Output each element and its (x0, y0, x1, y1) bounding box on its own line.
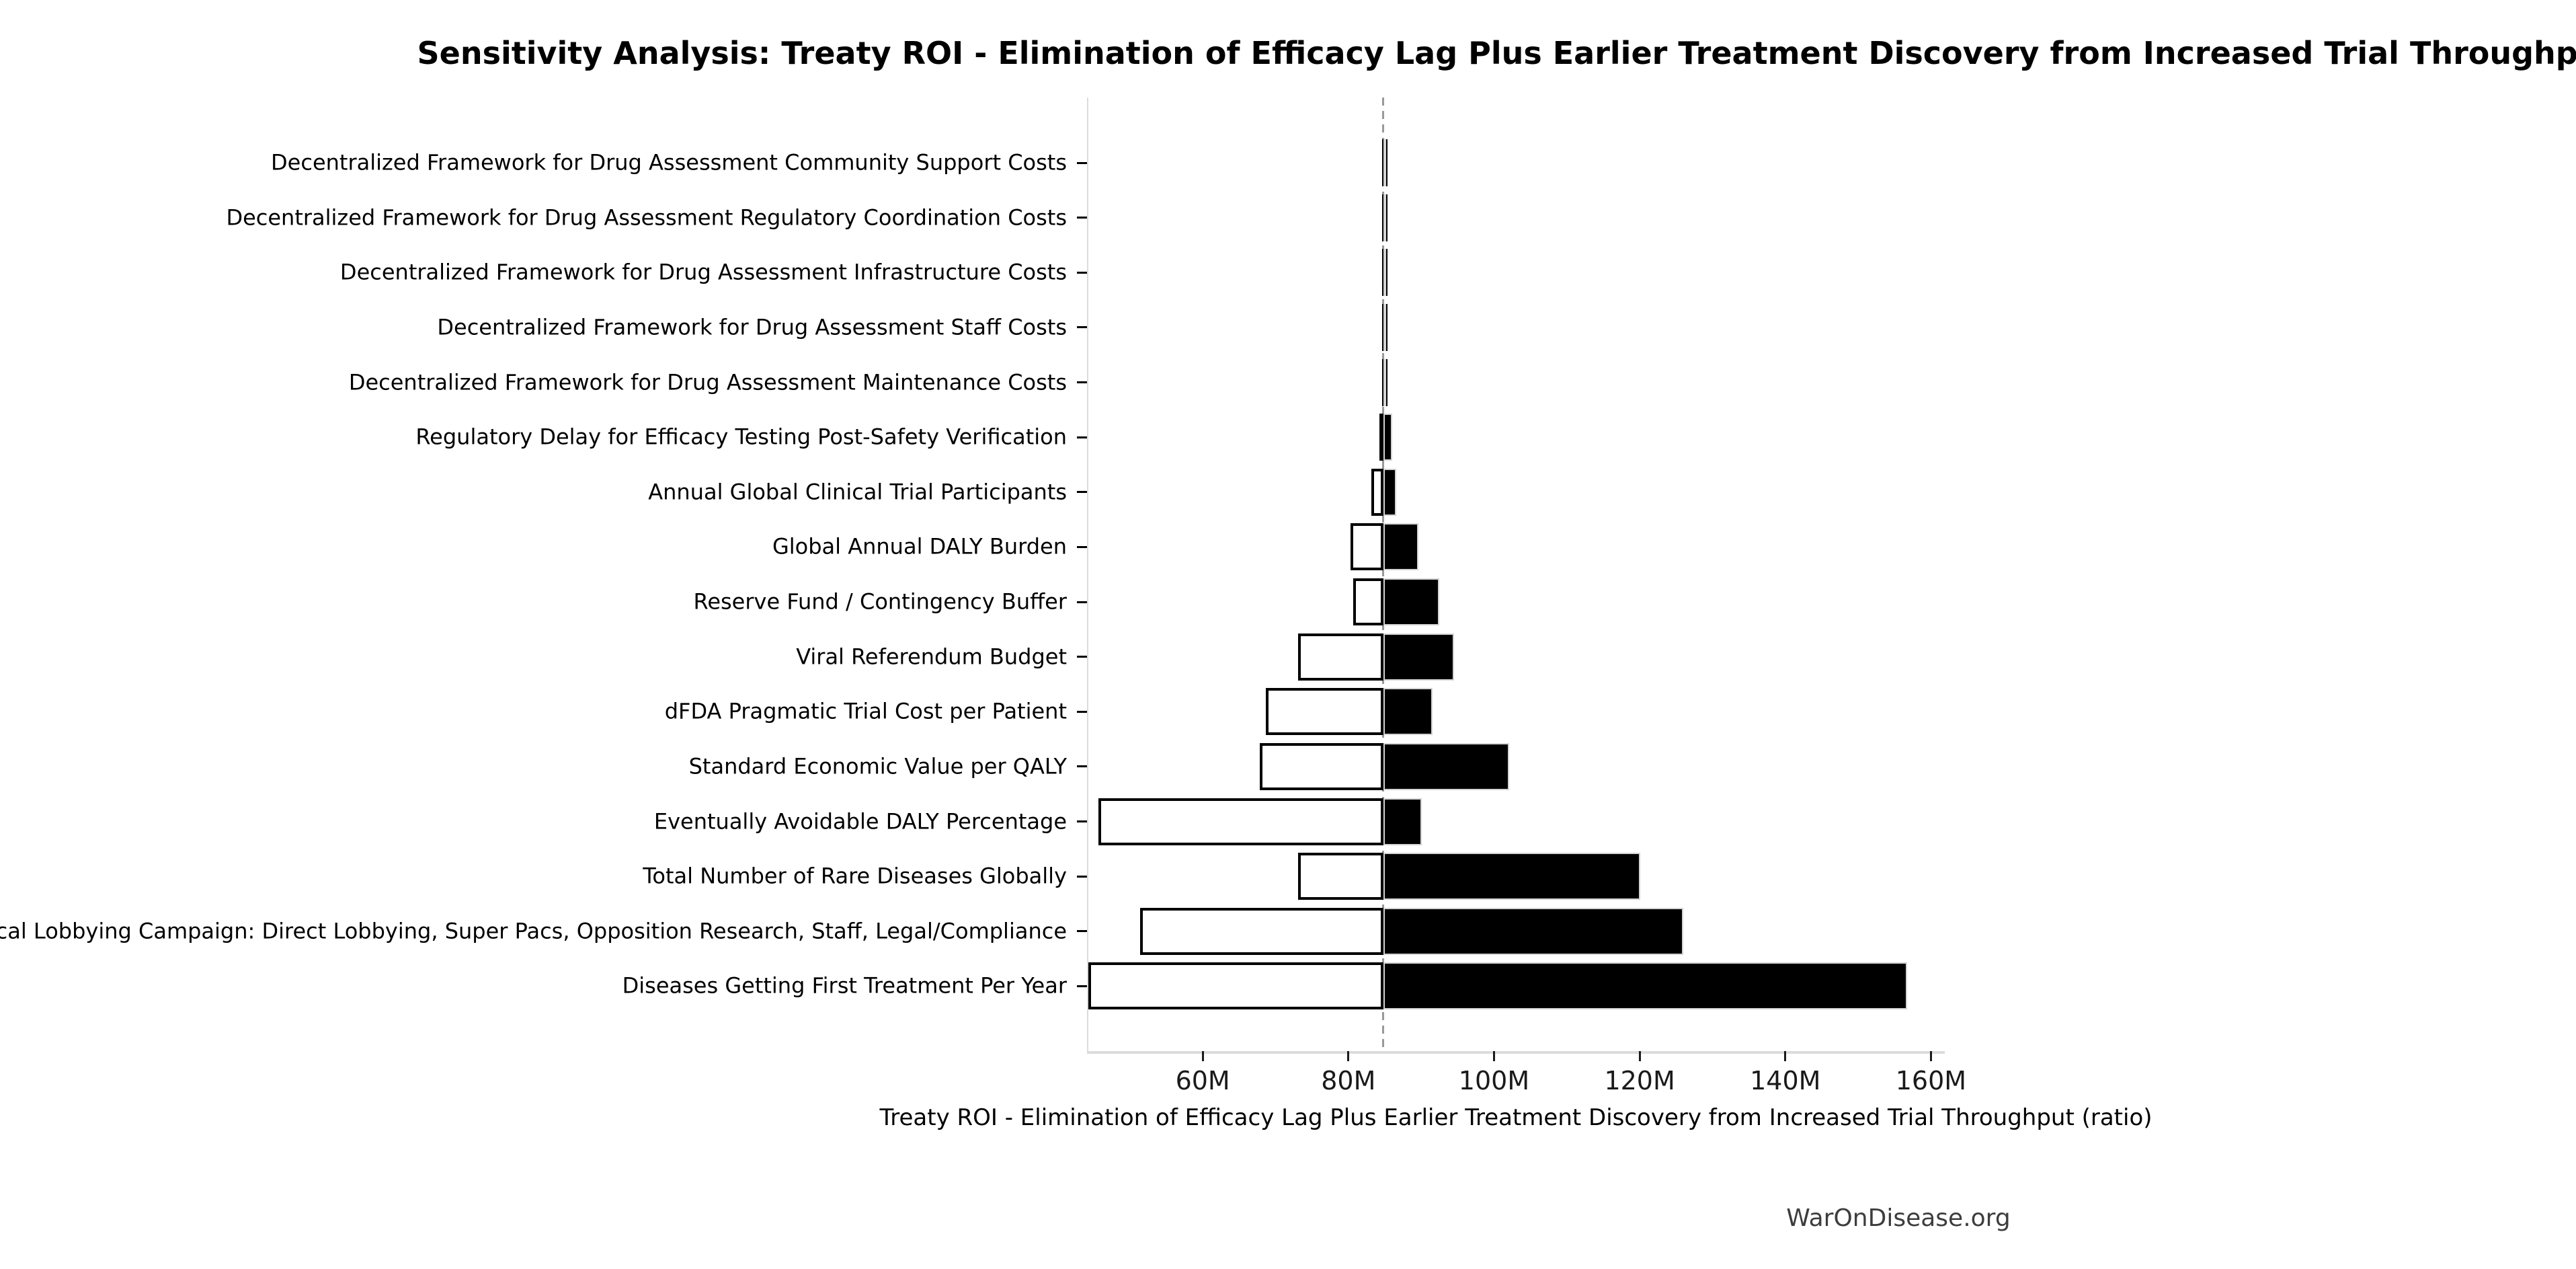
y-axis-label: Annual Global Clinical Trial Participant… (648, 479, 1067, 505)
x-tick-label: 120M (1604, 1066, 1675, 1095)
x-tick-label: 60M (1175, 1066, 1230, 1095)
y-tick-mark (1077, 710, 1087, 713)
y-axis-label: Viral Referendum Budget (796, 644, 1067, 670)
watermark-text: WarOnDisease.org (1786, 1204, 2011, 1232)
y-axis-label: Diseases Getting First Treatment Per Yea… (622, 972, 1067, 999)
x-tick-label: 160M (1895, 1066, 1967, 1095)
bar-low-segment (1259, 742, 1383, 790)
bar-high-segment (1383, 578, 1440, 625)
bar-high-segment (1383, 414, 1392, 461)
y-tick-mark (1077, 875, 1087, 878)
bar-high-segment (1383, 194, 1386, 241)
bar-high-segment (1383, 907, 1684, 955)
x-tick-mark (1201, 1051, 1204, 1061)
y-tick-mark (1077, 491, 1087, 494)
y-axis-label: Eventually Avoidable DALY Percentage (653, 808, 1067, 834)
bar-low-segment (1298, 853, 1383, 900)
x-tick-mark (1638, 1051, 1641, 1061)
chart-title: Sensitivity Analysis: Treaty ROI - Elimi… (417, 35, 2576, 71)
y-axis-label: Reserve Fund / Contingency Buffer (693, 588, 1067, 615)
y-axis-spine (1087, 98, 1088, 1054)
bar-low-segment (1098, 798, 1383, 845)
y-tick-mark (1077, 161, 1087, 164)
x-tick-mark (1929, 1051, 1932, 1061)
x-tick-label: 80M (1321, 1066, 1376, 1095)
y-tick-mark (1077, 545, 1087, 548)
bar-high-segment (1383, 468, 1397, 516)
x-tick-mark (1492, 1051, 1495, 1061)
y-axis-label: Decentralized Framework for Drug Assessm… (348, 369, 1067, 395)
y-tick-mark (1077, 820, 1087, 823)
y-axis-label: Decentralized Framework for Drug Assessm… (226, 204, 1067, 231)
bar-low-segment (1351, 523, 1383, 571)
bar-high-segment (1383, 303, 1387, 351)
bar-high-segment (1383, 688, 1433, 736)
bar-low-segment (1139, 907, 1383, 955)
y-axis-label: Decentralized Framework for Drug Assessm… (437, 314, 1067, 340)
bar-low-segment (1266, 688, 1383, 736)
bar-high-segment (1383, 139, 1386, 186)
x-axis-spine (1088, 1051, 1945, 1054)
bar-low-segment (1371, 468, 1383, 516)
y-tick-mark (1077, 381, 1087, 383)
y-axis-label: Decentralized Framework for Drug Assessm… (339, 259, 1067, 285)
y-tick-mark (1077, 326, 1087, 329)
y-axis-label: Total Number of Rare Diseases Globally (643, 863, 1067, 889)
bar-high-segment (1383, 798, 1422, 845)
x-tick-label: 140M (1750, 1066, 1821, 1095)
x-tick-mark (1784, 1051, 1787, 1061)
y-tick-mark (1077, 985, 1087, 987)
bar-low-segment (1088, 962, 1383, 1010)
bar-high-segment (1383, 742, 1510, 790)
bar-high-segment (1383, 853, 1641, 900)
y-tick-mark (1077, 436, 1087, 438)
baseline-dashed-line (1382, 98, 1385, 1051)
y-axis-label: Decentralized Framework for Drug Assessm… (271, 149, 1067, 176)
bar-high-segment (1383, 249, 1387, 297)
bar-low-segment (1353, 578, 1383, 625)
bar-high-segment (1383, 962, 1907, 1010)
y-axis-label: Regulatory Delay for Efficacy Testing Po… (415, 424, 1067, 450)
y-axis-label: Standard Economic Value per QALY (688, 753, 1067, 779)
y-tick-mark (1077, 601, 1087, 603)
y-tick-mark (1077, 217, 1087, 219)
y-axis-label: Global Annual DALY Burden (772, 533, 1067, 560)
y-tick-mark (1077, 765, 1087, 768)
bar-high-segment (1383, 523, 1418, 571)
x-axis-title: Treaty ROI - Elimination of Efficacy Lag… (879, 1104, 2152, 1131)
y-tick-mark (1077, 271, 1087, 274)
y-axis-label: Political Lobbying Campaign: Direct Lobb… (0, 918, 1067, 944)
y-axis-label: dFDA Pragmatic Trial Cost per Patient (664, 698, 1067, 724)
x-tick-mark (1347, 1051, 1350, 1061)
bar-high-segment (1383, 633, 1454, 681)
y-tick-mark (1077, 930, 1087, 933)
x-tick-label: 100M (1458, 1066, 1530, 1095)
bar-low-segment (1298, 633, 1383, 681)
y-tick-mark (1077, 656, 1087, 658)
bar-high-segment (1383, 358, 1387, 406)
